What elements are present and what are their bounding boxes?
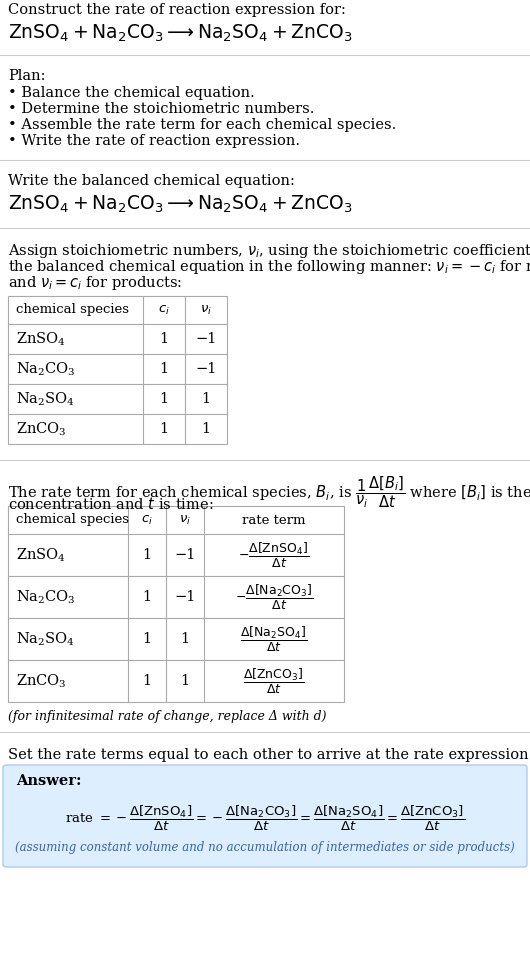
Text: 1: 1 <box>201 422 210 436</box>
Text: rate term: rate term <box>242 514 306 526</box>
Text: Set the rate terms equal to each other to arrive at the rate expression:: Set the rate terms equal to each other t… <box>8 748 530 762</box>
Text: −1: −1 <box>174 548 196 562</box>
Text: $\mathregular{ZnSO_4}$: $\mathregular{ZnSO_4}$ <box>16 546 66 563</box>
Text: $\mathregular{Na_2SO_4}$: $\mathregular{Na_2SO_4}$ <box>16 390 75 408</box>
Text: $\mathregular{ZnSO_4}$: $\mathregular{ZnSO_4}$ <box>16 330 66 348</box>
Text: 1: 1 <box>143 632 152 646</box>
Text: 1: 1 <box>160 422 169 436</box>
Text: Answer:: Answer: <box>16 774 82 788</box>
Bar <box>8 296 227 444</box>
Text: Write the balanced chemical equation:: Write the balanced chemical equation: <box>8 174 295 188</box>
Text: • Assemble the rate term for each chemical species.: • Assemble the rate term for each chemic… <box>8 118 396 132</box>
Text: rate $= -\dfrac{\Delta[\mathrm{ZnSO_4}]}{\Delta t} = -\dfrac{\Delta[\mathrm{Na_2: rate $= -\dfrac{\Delta[\mathrm{ZnSO_4}]}… <box>65 804 465 833</box>
Text: $\mathregular{Na_2CO_3}$: $\mathregular{Na_2CO_3}$ <box>16 361 76 377</box>
Text: chemical species: chemical species <box>16 514 129 526</box>
Text: • Balance the chemical equation.: • Balance the chemical equation. <box>8 86 255 100</box>
FancyBboxPatch shape <box>3 765 527 867</box>
Text: 1: 1 <box>180 674 190 688</box>
Text: 1: 1 <box>143 590 152 604</box>
Text: $c_i$: $c_i$ <box>158 304 170 317</box>
Text: $\mathregular{Na_2CO_3}$: $\mathregular{Na_2CO_3}$ <box>16 588 76 606</box>
Text: $\mathregular{Na_2SO_4}$: $\mathregular{Na_2SO_4}$ <box>16 630 75 648</box>
Text: (for infinitesimal rate of change, replace Δ with d): (for infinitesimal rate of change, repla… <box>8 710 326 723</box>
Text: $\nu_i$: $\nu_i$ <box>200 304 212 317</box>
Text: 1: 1 <box>143 548 152 562</box>
Text: −1: −1 <box>174 590 196 604</box>
Text: the balanced chemical equation in the following manner: $\nu_i = -c_i$ for react: the balanced chemical equation in the fo… <box>8 258 530 276</box>
Text: • Determine the stoichiometric numbers.: • Determine the stoichiometric numbers. <box>8 102 314 116</box>
Text: 1: 1 <box>143 674 152 688</box>
Text: • Write the rate of reaction expression.: • Write the rate of reaction expression. <box>8 134 300 148</box>
Text: chemical species: chemical species <box>16 304 129 317</box>
Text: (assuming constant volume and no accumulation of intermediates or side products): (assuming constant volume and no accumul… <box>15 841 515 854</box>
Text: $\mathregular{ZnCO_3}$: $\mathregular{ZnCO_3}$ <box>16 672 67 690</box>
Text: Construct the rate of reaction expression for:: Construct the rate of reaction expressio… <box>8 3 346 17</box>
Text: 1: 1 <box>160 362 169 376</box>
Text: $\mathrm{ZnSO_4 + Na_2CO_3 \longrightarrow Na_2SO_4 + ZnCO_3}$: $\mathrm{ZnSO_4 + Na_2CO_3 \longrightarr… <box>8 194 352 216</box>
Text: −1: −1 <box>196 362 217 376</box>
Text: 1: 1 <box>160 392 169 406</box>
Text: $\mathrm{ZnSO_4 + Na_2CO_3 \longrightarrow Na_2SO_4 + ZnCO_3}$: $\mathrm{ZnSO_4 + Na_2CO_3 \longrightarr… <box>8 23 352 44</box>
Text: $-\dfrac{\Delta[\mathrm{Na_2CO_3}]}{\Delta t}$: $-\dfrac{\Delta[\mathrm{Na_2CO_3}]}{\Del… <box>235 582 313 612</box>
Text: $\dfrac{\Delta[\mathrm{Na_2SO_4}]}{\Delta t}$: $\dfrac{\Delta[\mathrm{Na_2SO_4}]}{\Delt… <box>241 624 307 654</box>
Text: $\nu_i$: $\nu_i$ <box>179 514 191 526</box>
Text: 1: 1 <box>160 332 169 346</box>
Text: concentration and $t$ is time:: concentration and $t$ is time: <box>8 496 214 512</box>
Text: −1: −1 <box>196 332 217 346</box>
Text: 1: 1 <box>201 392 210 406</box>
Text: and $\nu_i = c_i$ for products:: and $\nu_i = c_i$ for products: <box>8 274 182 292</box>
Text: $c_i$: $c_i$ <box>141 514 153 526</box>
Text: Plan:: Plan: <box>8 69 46 83</box>
Text: $\mathregular{ZnCO_3}$: $\mathregular{ZnCO_3}$ <box>16 420 67 438</box>
Text: $-\dfrac{\Delta[\mathrm{ZnSO_4}]}{\Delta t}$: $-\dfrac{\Delta[\mathrm{ZnSO_4}]}{\Delta… <box>238 541 310 569</box>
Text: $\dfrac{\Delta[\mathrm{ZnCO_3}]}{\Delta t}$: $\dfrac{\Delta[\mathrm{ZnCO_3}]}{\Delta … <box>243 666 305 696</box>
Bar <box>8 506 344 702</box>
Text: The rate term for each chemical species, $B_i$, is $\dfrac{1}{\nu_i}\dfrac{\Delt: The rate term for each chemical species,… <box>8 474 530 510</box>
Text: 1: 1 <box>180 632 190 646</box>
Text: Assign stoichiometric numbers, $\nu_i$, using the stoichiometric coefficients, $: Assign stoichiometric numbers, $\nu_i$, … <box>8 242 530 260</box>
